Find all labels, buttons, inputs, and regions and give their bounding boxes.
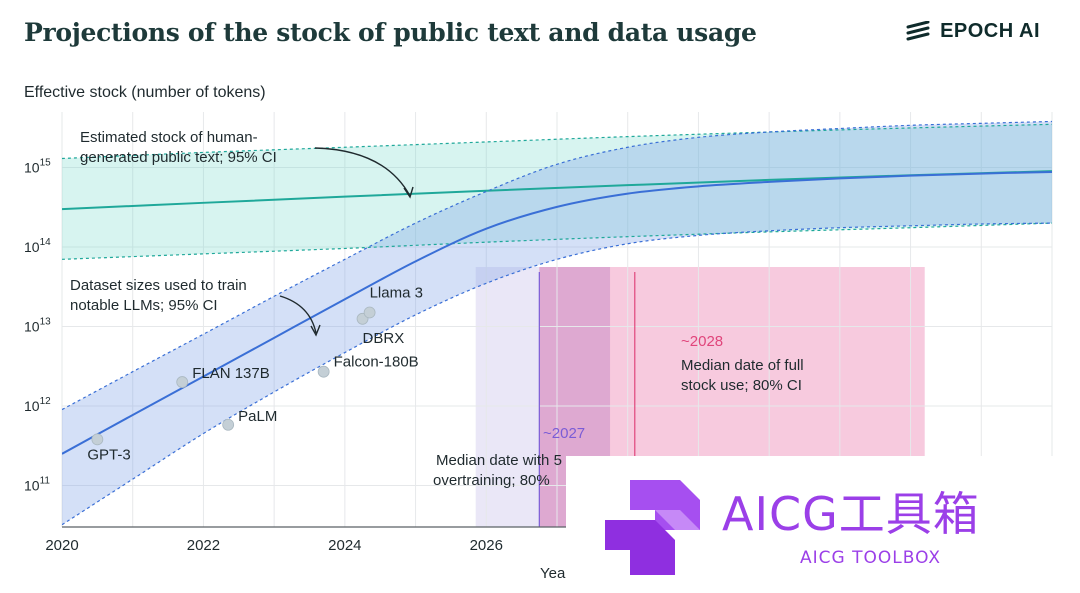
x-tick-label: 2024 bbox=[328, 537, 361, 554]
series-band-0 bbox=[62, 124, 1052, 260]
dataset-arrowhead bbox=[310, 324, 321, 337]
y-tick-label: 1011 bbox=[24, 475, 50, 493]
brand: EPOCH AI bbox=[906, 20, 1040, 43]
stock-label-line-2: generated public text; 95% CI bbox=[80, 149, 277, 166]
watermark-subtext: AICG TOOLBOX bbox=[800, 548, 942, 568]
series-lower-0 bbox=[62, 222, 1052, 260]
stock-label-line-1: Estimated stock of human- bbox=[80, 129, 258, 146]
epoch-logo-icon bbox=[906, 20, 930, 40]
dataset-arrow bbox=[279, 295, 317, 334]
full-stock-label-line-2: stock use; 80% CI bbox=[681, 377, 802, 394]
model-label: FLAN 137B bbox=[192, 365, 270, 382]
overtraining-year-label: ~2027 bbox=[543, 425, 585, 442]
x-tick-label: 2020 bbox=[45, 537, 78, 554]
model-label: PaLM bbox=[238, 408, 277, 425]
y-tick-label: 1015 bbox=[24, 158, 51, 176]
series-upper-0 bbox=[62, 123, 1052, 160]
stock-arrow bbox=[314, 147, 411, 197]
series-upper-1 bbox=[62, 120, 1052, 411]
overtraining-label-line-2: overtraining; 80% bbox=[433, 472, 550, 489]
stock-arrowhead bbox=[403, 186, 414, 199]
model-label: Llama 3 bbox=[370, 285, 423, 302]
dataset-label-line-1: Dataset sizes used to train bbox=[70, 277, 247, 294]
full-stock-year-label: ~2028 bbox=[681, 333, 723, 350]
brand-name: EPOCH AI bbox=[940, 20, 1040, 42]
model-label: DBRX bbox=[363, 330, 405, 347]
y-tick-label: 1013 bbox=[24, 316, 51, 334]
dataset-label-line-2: notable LLMs; 95% CI bbox=[70, 297, 218, 314]
series-median-1 bbox=[62, 170, 1052, 455]
series-band-1 bbox=[62, 121, 1052, 525]
x-axis-label: Yea bbox=[540, 565, 566, 582]
overtraining-label-line-1: Median date with 5 bbox=[436, 452, 562, 469]
x-tick-label: 2026 bbox=[470, 537, 503, 554]
model-label: Falcon-180B bbox=[334, 354, 419, 371]
model-point bbox=[91, 433, 104, 446]
model-point bbox=[317, 365, 330, 378]
x-tick-label: 2022 bbox=[187, 537, 220, 554]
y-tick-label: 1012 bbox=[24, 396, 51, 414]
y-tick-label: 1014 bbox=[24, 237, 51, 255]
full-stock-label-line-1: Median date of full bbox=[681, 357, 804, 374]
model-point bbox=[363, 306, 376, 319]
model-label: GPT-3 bbox=[87, 446, 130, 463]
model-point bbox=[176, 376, 189, 388]
watermark-text: AICG工具箱 bbox=[722, 487, 980, 541]
y-axis-label: Effective stock (number of tokens) bbox=[24, 84, 266, 101]
model-point bbox=[222, 418, 235, 431]
aicg-logo-icon bbox=[605, 480, 700, 575]
chart-title: Projections of the stock of public text … bbox=[24, 18, 757, 47]
series-lower-1 bbox=[62, 222, 1052, 526]
